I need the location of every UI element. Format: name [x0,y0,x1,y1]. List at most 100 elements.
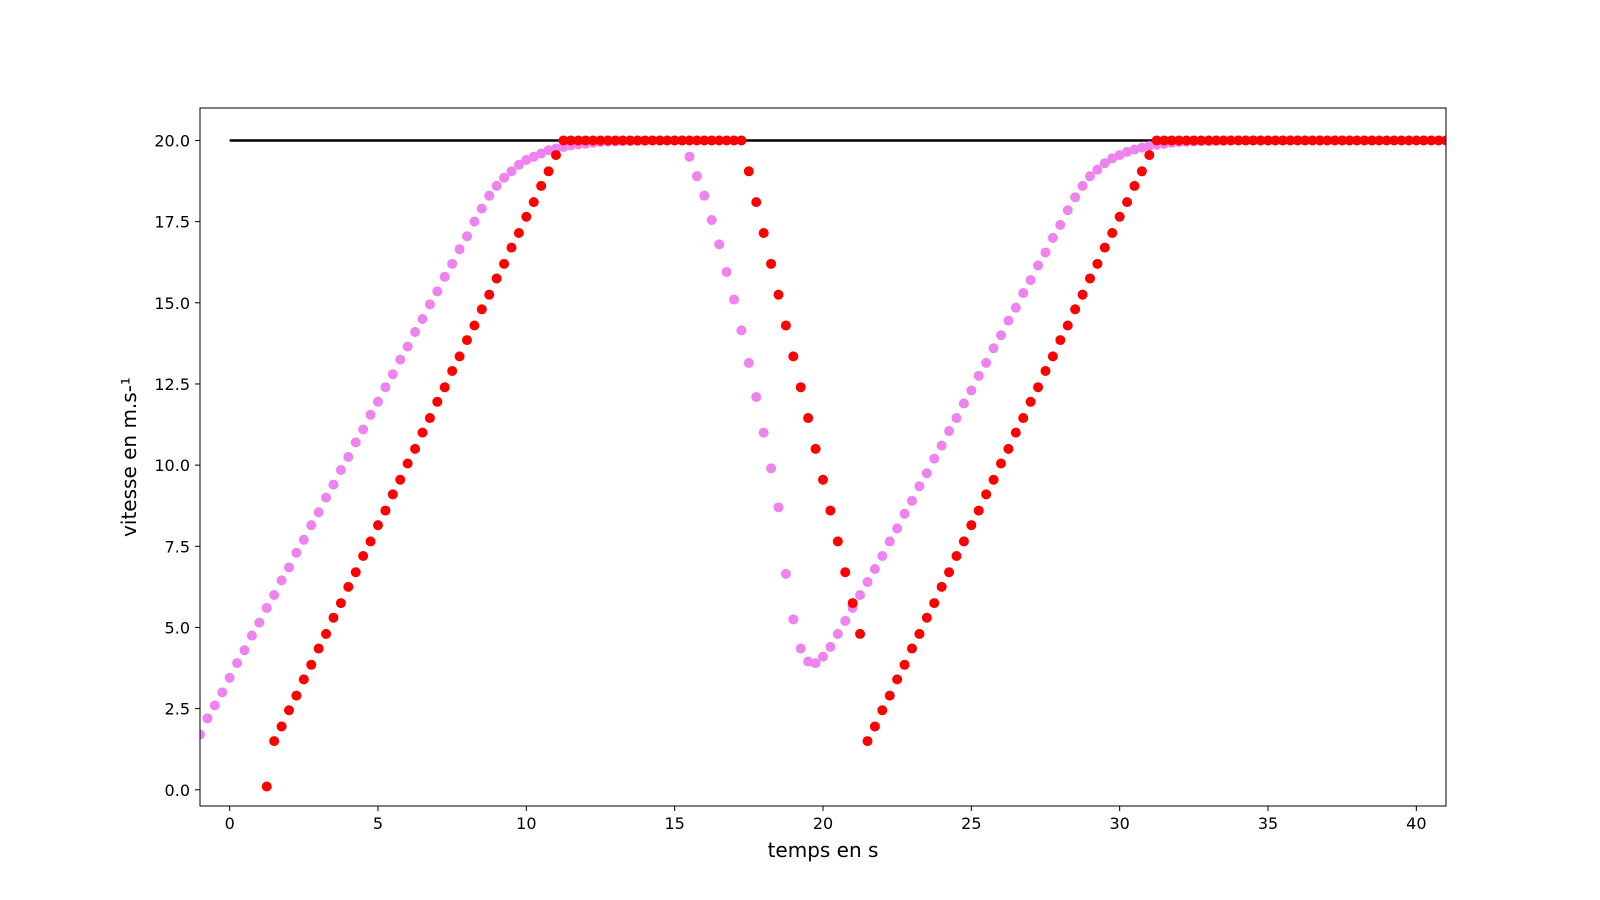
data-point [780,320,791,331]
data-point [343,581,354,592]
y-tick-label: 17.5 [154,213,190,232]
data-point [936,440,947,451]
data-point [981,489,992,500]
data-point [1218,135,1229,146]
data-point [373,520,383,531]
data-point [996,330,1006,341]
y-axis-ticks: 0.0 2.5 5.0 7.5 10.0 12.5 15.0 17.5 20.0 [154,131,200,800]
data-point [699,190,710,201]
data-point [424,413,435,424]
data-point [1040,247,1051,258]
data-point [551,150,561,161]
data-point [1188,135,1199,146]
data-point [795,382,806,393]
data-point [751,391,762,402]
data-point [447,258,458,269]
data-point [380,382,391,393]
data-point [1092,164,1103,175]
data-point [640,135,650,146]
data-point [462,335,472,346]
data-point [1337,135,1348,146]
data-point [751,197,762,208]
data-point [1203,135,1214,146]
data-point [499,172,510,183]
data-point [1174,135,1184,146]
data-point [321,628,332,639]
data-point [1114,211,1125,222]
data-point [417,427,428,438]
data-point [1300,135,1311,146]
data-point [1151,135,1162,146]
x-tick-label: 0 [225,814,235,833]
data-point [246,630,257,641]
data-point [691,171,702,182]
data-point [365,536,376,547]
data-point [1047,232,1058,243]
data-point [758,227,769,238]
data-point [743,166,754,177]
data-point [1047,351,1058,362]
data-point [321,492,332,503]
x-axis-label: temps en s [768,838,879,862]
data-point [1181,135,1192,146]
data-point [684,135,695,146]
data-point [788,614,799,625]
y-tick-label: 0.0 [165,781,190,800]
data-point [654,135,665,146]
y-tick-label: 2.5 [165,700,190,719]
data-point [313,507,324,518]
data-point [335,464,346,475]
data-point [1292,135,1303,146]
data-point [373,396,383,407]
data-point [254,617,265,628]
data-point [298,534,309,545]
x-tick-label: 25 [961,814,981,833]
data-point [1441,135,1446,146]
data-point [1092,258,1103,269]
y-tick-label: 10.0 [154,456,190,475]
data-point [877,551,888,562]
data-point [1144,140,1155,151]
data-point [773,502,784,513]
data-point [1352,135,1362,146]
data-point [743,357,754,368]
data-point [387,489,398,500]
data-point [484,190,495,201]
data-point [1396,135,1407,146]
data-point [565,135,576,146]
data-point [907,643,917,654]
data-point [810,658,821,669]
data-point [936,581,947,592]
data-point [1225,135,1236,146]
data-point [1129,180,1140,191]
data-point [884,690,895,701]
data-point [573,135,584,146]
data-point [588,135,599,146]
data-point [1055,219,1066,230]
data-point [439,271,450,282]
data-point [269,589,280,600]
data-point [832,536,843,547]
data-point [721,266,732,277]
data-point [1277,135,1288,146]
data-point [506,242,517,253]
data-point [766,463,777,474]
plot-area [200,135,1446,792]
data-point [877,705,888,716]
data-point [862,576,873,587]
data-point [447,365,458,376]
data-point [996,458,1006,469]
data-point [929,453,940,464]
data-point [617,135,628,146]
data-point [1403,135,1414,146]
data-point [276,721,287,732]
data-point [1122,197,1133,208]
data-point [484,289,495,300]
data-point [892,523,903,534]
data-point [847,598,858,609]
data-point [951,413,962,424]
data-point [1018,413,1029,424]
data-point [387,369,398,380]
data-point [200,729,205,740]
data-point [788,351,799,362]
